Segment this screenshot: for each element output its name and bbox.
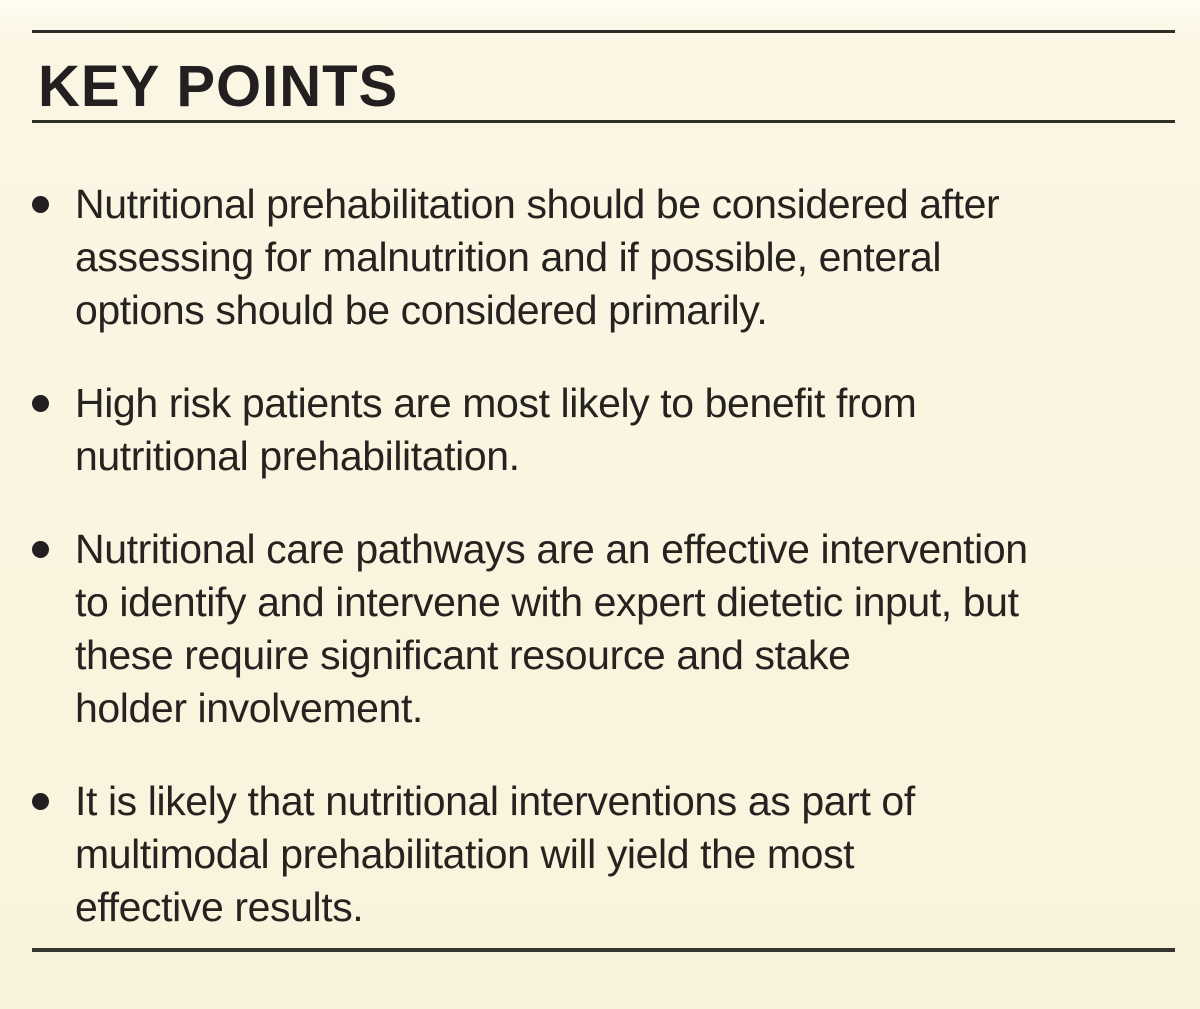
bullet-icon	[32, 196, 49, 213]
key-points-list: Nutritional prehabilitation should be co…	[0, 178, 1200, 934]
panel-title: KEY POINTS	[38, 54, 399, 119]
bullet-icon	[32, 541, 49, 558]
key-points-panel: KEY POINTS Nutritional prehabilitation s…	[0, 30, 1200, 1009]
bullet-icon	[32, 793, 49, 810]
bullet-icon	[32, 395, 49, 412]
key-point-text: Nutritional prehabilitation should be co…	[75, 181, 1000, 333]
title-rule-bottom	[32, 120, 1175, 123]
key-point-item: Nutritional prehabilitation should be co…	[32, 178, 1175, 337]
key-point-text: High risk patients are most likely to be…	[75, 380, 917, 479]
key-point-text: It is likely that nutritional interventi…	[75, 778, 915, 930]
key-point-text: Nutritional care pathways are an effecti…	[75, 526, 1028, 731]
title-rule-top	[32, 30, 1175, 33]
key-point-item: It is likely that nutritional interventi…	[32, 775, 1175, 934]
bottom-rule	[32, 948, 1175, 952]
key-point-item: High risk patients are most likely to be…	[32, 377, 1175, 483]
key-point-item: Nutritional care pathways are an effecti…	[32, 523, 1175, 735]
